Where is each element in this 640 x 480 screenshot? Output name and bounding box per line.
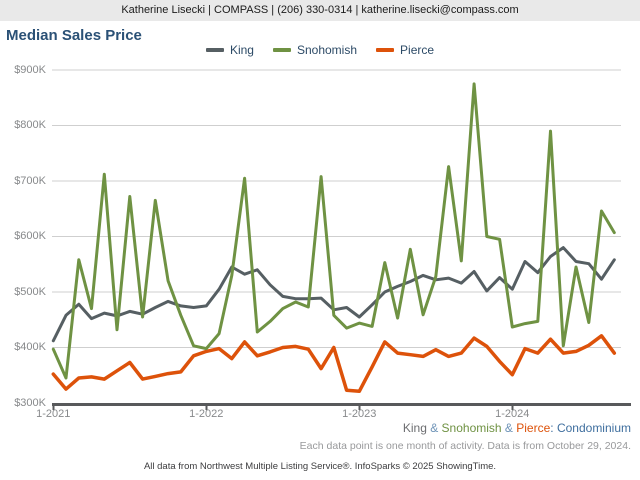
series-type-line: King & Snohomish & Pierce: Condominium (403, 421, 631, 435)
pierce-series-line[interactable] (51, 334, 617, 394)
data-note: Each data point is one month of activity… (299, 440, 631, 452)
page-title: Median Sales Price (6, 27, 142, 44)
snohomish-series-line[interactable] (51, 82, 616, 380)
x-axis-label: 1-2022 (189, 408, 224, 420)
series-type-part: Snohomish (441, 421, 502, 435)
x-axis-label: 1-2024 (495, 408, 530, 420)
legend-label: Snohomish (296, 43, 358, 57)
snohomish-line-swatch-icon (272, 48, 291, 52)
y-axis-label: $800K (14, 119, 46, 131)
series-type-part: : (550, 421, 557, 435)
y-axis-label: $600K (14, 230, 46, 242)
contact-header: Katherine Lisecki | COMPASS | (206) 330-… (0, 0, 640, 21)
contact-header-text: Katherine Lisecki | COMPASS | (206) 330-… (121, 4, 519, 16)
series-type-part: Condominium (556, 421, 631, 435)
series-type-part: & (501, 421, 517, 435)
y-axis-label: $500K (14, 285, 46, 298)
y-axis-label: $300K (14, 396, 46, 409)
series-type-part: & (426, 421, 442, 435)
x-axis-label: 1-2021 (36, 408, 71, 420)
legend-item-king[interactable]: King (205, 43, 254, 57)
series-type-part: Pierce (516, 421, 551, 435)
legend-label: King (229, 43, 254, 57)
pierce-line-swatch-icon (376, 48, 395, 52)
y-axis-label: $700K (14, 174, 46, 187)
legend-item-snohomish[interactable]: Snohomish (272, 43, 358, 57)
series-type-part: King (402, 421, 427, 435)
y-axis-label: $900K (14, 63, 46, 76)
legend-item-pierce[interactable]: Pierce (376, 43, 434, 57)
legend-label: Pierce (400, 43, 435, 57)
chart-legend: King Snohomish Pierce (0, 43, 640, 57)
king-line-swatch-icon (205, 48, 224, 52)
attribution-line: All data from Northwest Multiple Listing… (143, 461, 497, 472)
x-axis-label: 1-2023 (342, 408, 377, 420)
y-axis-label: $400K (14, 341, 46, 353)
